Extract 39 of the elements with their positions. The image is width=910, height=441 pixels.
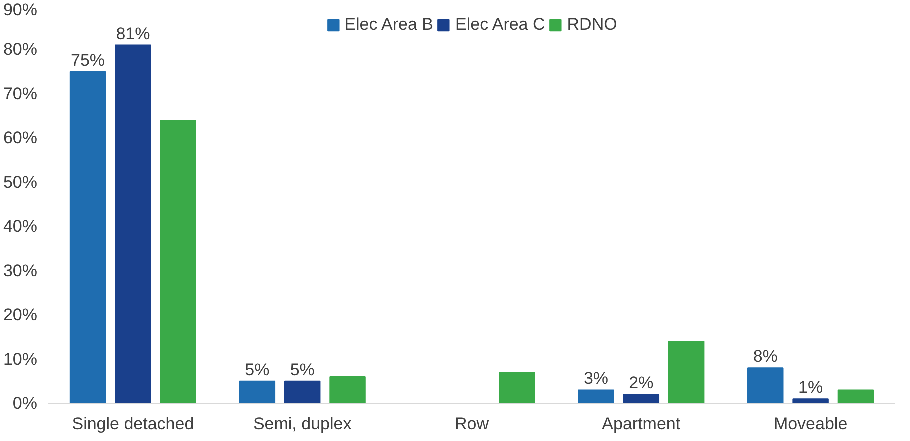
data-label: 75% (71, 50, 106, 70)
legend-label: RDNO (567, 15, 618, 35)
x-tick-label: Row (454, 414, 490, 434)
bar (239, 380, 276, 404)
data-label: 1% (798, 378, 824, 398)
y-tick-label: 60% (3, 128, 38, 148)
y-tick-label: 20% (3, 306, 38, 325)
y-tick-label: 10% (3, 350, 38, 369)
y-tick-label: 0% (12, 394, 38, 413)
bar (115, 44, 152, 404)
bar (160, 120, 196, 404)
data-label: 8% (753, 347, 778, 366)
bar (623, 394, 660, 404)
y-tick-label: 70% (3, 84, 38, 104)
bar (792, 398, 829, 404)
y-tick-label: 50% (3, 172, 38, 192)
bar (668, 341, 705, 404)
y-tick-label: 40% (3, 217, 38, 236)
x-tick-label: Semi, duplex (253, 414, 352, 434)
data-label: 5% (245, 360, 270, 380)
y-tick-label: 30% (3, 261, 38, 280)
x-tick-label: Apartment (602, 414, 681, 434)
data-label: 2% (629, 374, 654, 393)
y-tick-label: 90% (3, 0, 38, 20)
bar (748, 368, 784, 404)
x-tick-label: Moveable (774, 414, 848, 434)
data-label: 3% (584, 369, 609, 388)
bar (838, 390, 874, 404)
bar (70, 71, 106, 404)
data-label: 81% (116, 24, 150, 44)
legend-label: Elec Area B (344, 15, 434, 35)
bar (330, 376, 366, 404)
bar (499, 372, 536, 404)
y-tick-label: 80% (3, 40, 38, 60)
legend-label: Elec Area C (456, 15, 546, 35)
bar (578, 390, 614, 404)
bar (284, 380, 321, 404)
x-tick-label: Single detached (72, 414, 194, 434)
data-label: 5% (290, 360, 315, 380)
